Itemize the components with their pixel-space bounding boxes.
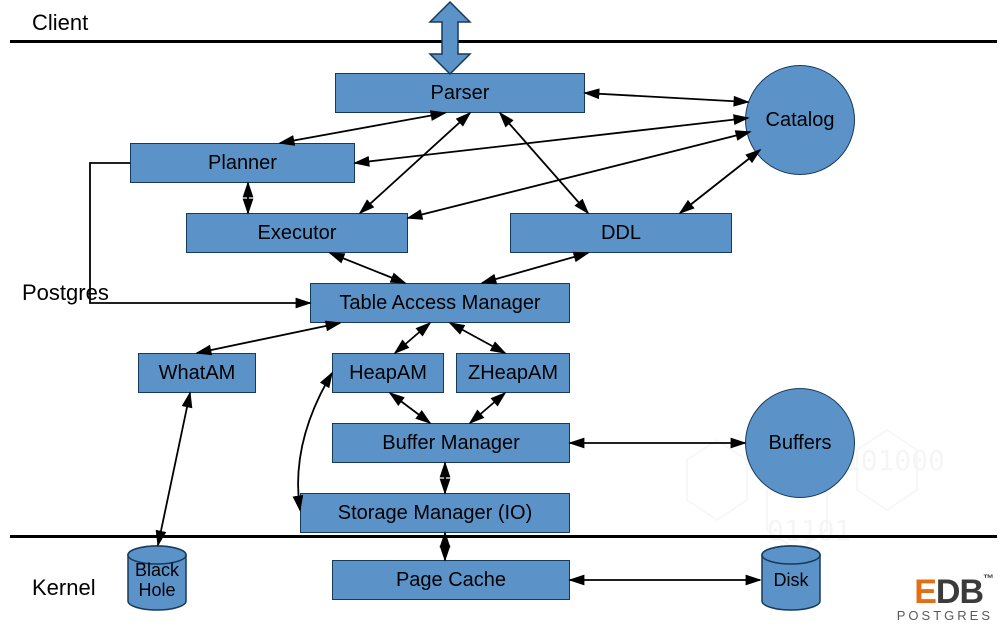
- edb-logo: EDB™ POSTGRES: [897, 573, 993, 623]
- node-ddl: DDL: [510, 213, 732, 253]
- node-label: DDL: [601, 222, 641, 245]
- node-catalog: Catalog: [745, 65, 855, 175]
- node-label: Executor: [258, 222, 337, 245]
- node-label: Page Cache: [396, 569, 506, 592]
- region-label-client: Client: [32, 10, 88, 36]
- node-bufmgr: Buffer Manager: [332, 423, 570, 463]
- node-disk: Disk: [760, 545, 822, 611]
- node-label: Catalog: [766, 109, 835, 132]
- divider-client-postgres: [10, 40, 997, 43]
- region-label-postgres: Postgres: [22, 280, 109, 306]
- node-buffers: Buffers: [745, 388, 855, 498]
- node-parser: Parser: [335, 73, 585, 113]
- divider-postgres-kernel: [10, 535, 997, 538]
- node-blackhole: BlackHole: [126, 545, 188, 611]
- node-label: HeapAM: [349, 362, 427, 385]
- node-label: BlackHole: [135, 561, 179, 601]
- node-label: WhatAM: [159, 362, 236, 385]
- node-whatam: WhatAM: [138, 353, 256, 393]
- node-executor: Executor: [186, 213, 408, 253]
- node-label: Planner: [208, 152, 277, 175]
- node-label: Parser: [431, 82, 490, 105]
- node-label: Buffers: [769, 432, 832, 455]
- node-tam: Table Access Manager: [310, 283, 570, 323]
- node-heapam: HeapAM: [332, 353, 444, 393]
- logo-e: E: [914, 573, 936, 611]
- node-stormgr: Storage Manager (IO): [300, 493, 570, 533]
- node-zheapam: ZHeapAM: [456, 353, 570, 393]
- logo-postgres-text: POSTGRES: [897, 608, 993, 623]
- region-label-kernel: Kernel: [32, 575, 96, 601]
- node-label: Storage Manager (IO): [338, 502, 533, 525]
- svg-text:01101: 01101: [767, 514, 851, 547]
- node-label: ZHeapAM: [468, 362, 558, 385]
- node-label: Disk: [774, 571, 809, 591]
- node-label: Buffer Manager: [382, 432, 520, 455]
- node-pagecache: Page Cache: [332, 560, 570, 600]
- node-label: Table Access Manager: [339, 292, 540, 315]
- node-planner: Planner: [130, 143, 355, 183]
- logo-db: DB: [936, 573, 983, 611]
